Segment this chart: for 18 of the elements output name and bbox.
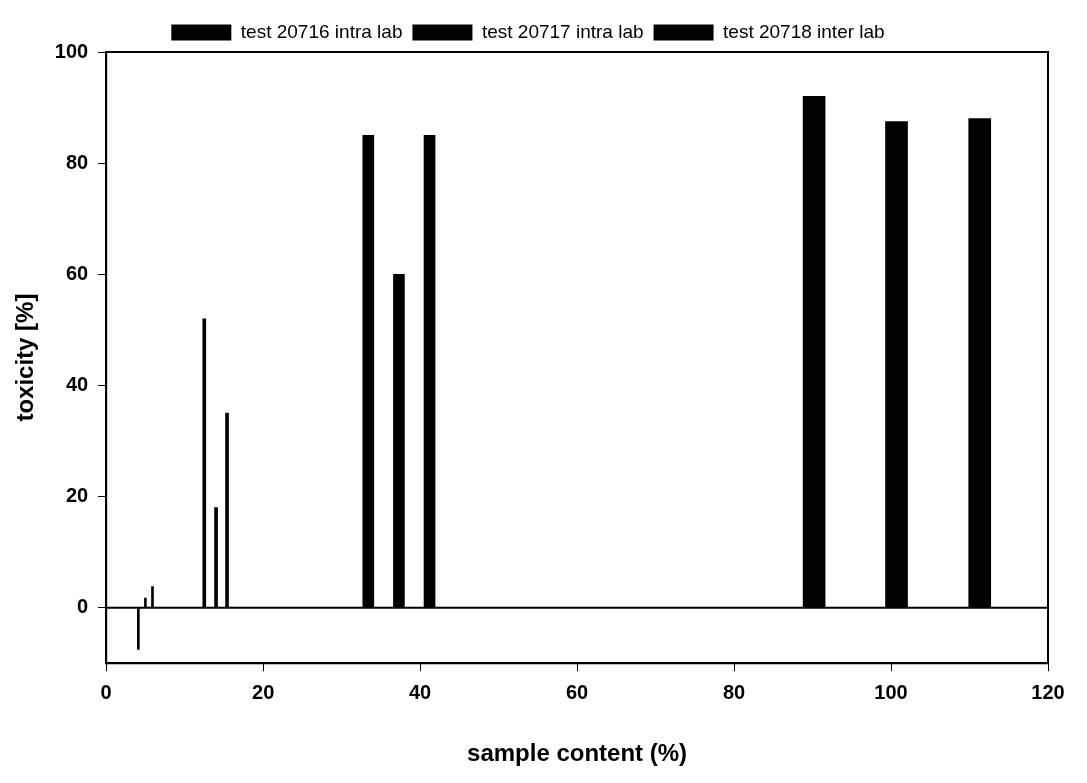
x-tick-label: 120	[1031, 680, 1065, 703]
x-axis-title: sample content (%)	[467, 739, 688, 767]
legend-label: test 20716 intra lab	[240, 20, 403, 42]
legend-label: test 20717 intra lab	[481, 20, 644, 42]
x-tick-label: 100	[874, 680, 908, 703]
y-tick-label: 80	[65, 150, 89, 173]
y-tick-label: 0	[77, 595, 89, 618]
x-tick-label: 20	[252, 680, 275, 703]
y-tick-label: 20	[65, 484, 89, 507]
y-tick-label: 40	[65, 372, 89, 395]
x-tick-label: 80	[722, 680, 746, 703]
y-axis-title: toxicity [%]	[11, 293, 39, 422]
y-tick-label: 100	[54, 39, 89, 62]
x-tick-label: 0	[100, 680, 112, 703]
x-tick-label: 40	[408, 680, 432, 703]
x-tick-label: 60	[565, 680, 589, 703]
y-tick-label: 60	[65, 261, 89, 284]
legend-label: test 20718 inter lab	[723, 20, 885, 42]
